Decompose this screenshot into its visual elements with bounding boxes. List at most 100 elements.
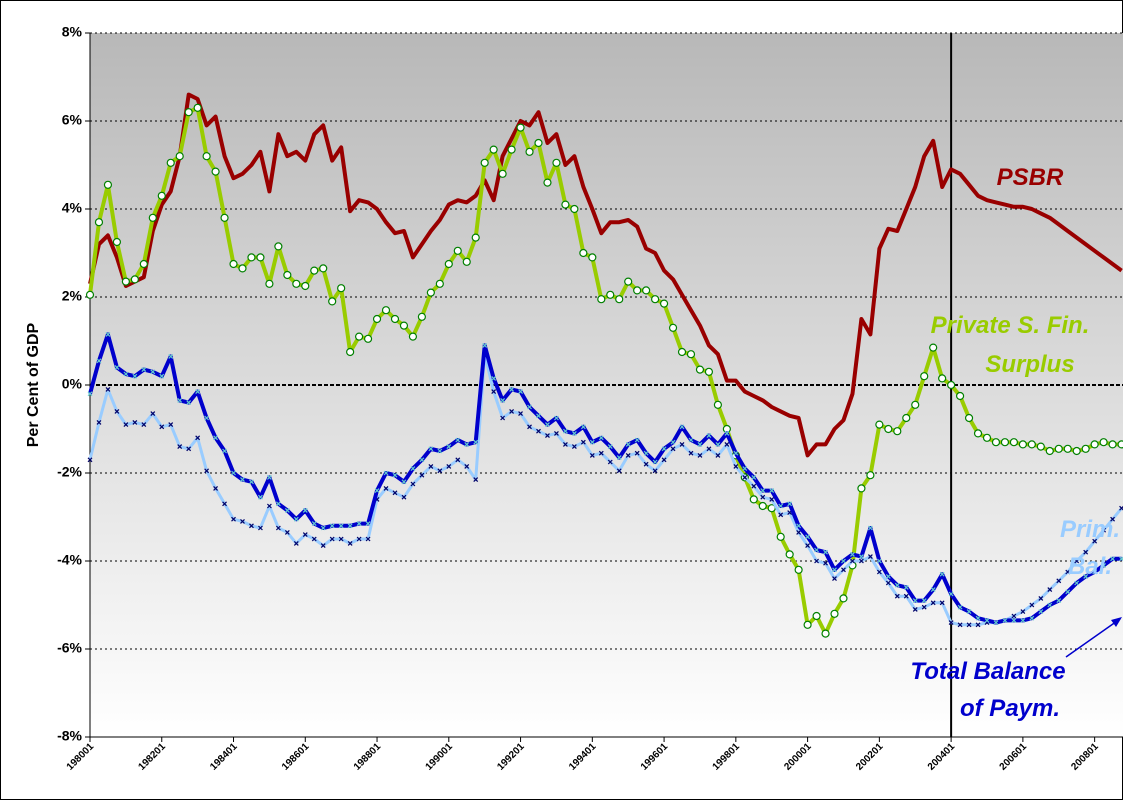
point-marker (302, 507, 308, 513)
point-marker (96, 358, 102, 364)
point-marker (633, 286, 642, 295)
point-marker (114, 408, 120, 414)
point-marker (453, 246, 462, 255)
point-marker (480, 158, 489, 167)
point-marker (686, 350, 696, 359)
point-marker (1110, 516, 1116, 522)
point-marker (902, 413, 911, 423)
point-marker (885, 580, 891, 586)
point-marker (724, 430, 730, 436)
series-label: Total Balance (910, 658, 1065, 685)
point-marker (372, 314, 382, 324)
point-marker (85, 290, 95, 299)
point-marker (1074, 558, 1080, 564)
point-marker (697, 441, 703, 447)
point-marker (428, 446, 434, 452)
point-marker (964, 413, 974, 423)
point-marker (778, 503, 784, 509)
point-marker (437, 448, 443, 454)
point-marker (634, 450, 640, 456)
point-marker (222, 501, 227, 507)
point-marker (426, 288, 435, 297)
point-marker (148, 213, 157, 222)
point-marker (1101, 527, 1107, 533)
point-marker (1074, 580, 1080, 586)
point-marker (957, 622, 963, 628)
point-marker (939, 600, 945, 606)
point-marker (751, 483, 757, 489)
point-marker (625, 441, 631, 447)
point-marker (704, 367, 714, 376)
point-marker (410, 481, 416, 487)
point-marker (1020, 609, 1026, 615)
point-marker (204, 468, 210, 474)
point-marker (534, 138, 543, 148)
point-marker (616, 455, 622, 461)
point-marker (274, 242, 283, 251)
point-marker (150, 369, 156, 375)
point-marker (103, 180, 113, 189)
point-marker (231, 516, 236, 522)
point-marker (491, 389, 497, 395)
point-marker (966, 609, 972, 615)
point-marker (876, 558, 882, 564)
point-marker (785, 550, 794, 559)
point-marker (1117, 440, 1123, 449)
point-marker (930, 600, 936, 606)
point-marker (365, 536, 371, 542)
point-marker (283, 270, 292, 280)
point-marker (794, 565, 803, 574)
point-marker (408, 332, 418, 341)
point-marker (1065, 589, 1071, 595)
point-marker (876, 569, 882, 575)
point-marker (258, 525, 263, 531)
point-marker (527, 424, 532, 430)
y-tick-label: -6% (57, 640, 82, 656)
point-marker (911, 400, 920, 409)
y-tick-label: 8% (62, 24, 83, 40)
point-marker (948, 591, 954, 597)
point-marker (991, 438, 1001, 447)
point-marker (240, 477, 245, 483)
point-marker (96, 419, 102, 425)
point-marker (114, 364, 120, 370)
point-marker (446, 444, 452, 450)
point-marker (186, 446, 192, 452)
arrow-head (1111, 617, 1122, 627)
series-line (88, 352, 1123, 627)
point-marker (832, 567, 837, 573)
point-marker (186, 400, 192, 406)
point-marker (1110, 556, 1116, 562)
point-marker (132, 373, 138, 379)
point-marker (417, 312, 426, 321)
point-marker (356, 536, 362, 542)
point-marker (839, 594, 848, 603)
point-marker (464, 441, 470, 447)
point-marker (930, 587, 936, 593)
point-marker (356, 521, 362, 527)
point-marker (724, 441, 730, 447)
point-marker (293, 540, 299, 546)
point-marker (947, 380, 956, 390)
point-marker (1000, 438, 1010, 447)
point-marker (150, 411, 156, 417)
point-marker (1090, 440, 1099, 449)
point-marker (760, 488, 766, 494)
point-marker (841, 567, 846, 573)
point-marker (670, 446, 676, 452)
point-marker (1047, 602, 1053, 608)
point-marker (1002, 617, 1008, 623)
point-marker (921, 604, 927, 610)
point-marker (688, 450, 694, 456)
point-marker (419, 457, 425, 463)
point-marker (374, 488, 380, 494)
point-marker (670, 439, 676, 445)
point-marker (643, 461, 649, 467)
point-marker (157, 191, 166, 200)
point-marker (858, 558, 864, 564)
point-marker (1038, 609, 1044, 615)
point-marker (177, 397, 183, 403)
point-marker (912, 598, 918, 604)
point-marker (598, 450, 604, 456)
point-marker (1072, 446, 1081, 456)
